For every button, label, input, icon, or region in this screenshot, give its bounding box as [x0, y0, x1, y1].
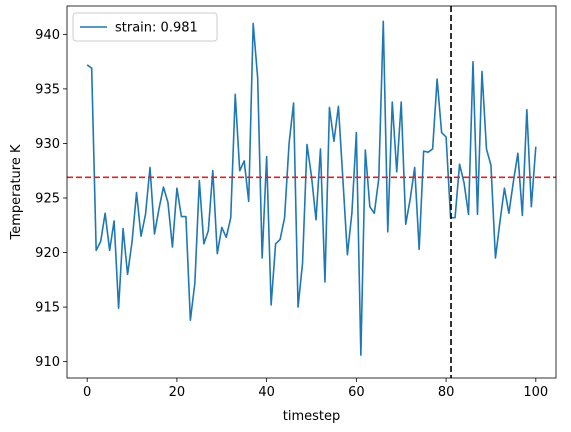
- legend-box: [72, 12, 218, 42]
- y-tick-label: 940: [35, 28, 60, 43]
- x-tick-label: 100: [523, 385, 548, 400]
- y-tick-label: 930: [35, 137, 60, 152]
- x-axis-ticks: 0 20 40 60 80 100: [83, 378, 548, 400]
- plot-frame: [66, 5, 557, 379]
- y-tick-label: 910: [35, 355, 60, 370]
- y-tick-label: 935: [35, 82, 60, 97]
- y-axis-label: Temperature K: [9, 144, 24, 240]
- x-tick-label: 20: [169, 385, 186, 400]
- reference-lines: [67, 6, 556, 378]
- series-layer: [86, 20, 537, 356]
- legend: strain: 0.981: [72, 12, 218, 42]
- x-tick-label: 80: [438, 385, 455, 400]
- x-tick-label: 40: [258, 385, 275, 400]
- x-axis-label: timestep: [283, 409, 341, 424]
- y-tick-label: 915: [35, 301, 60, 316]
- series-line-0: [86, 20, 537, 356]
- legend-label: strain: 0.981: [115, 21, 198, 36]
- y-tick-label: 920: [35, 246, 60, 261]
- x-tick-label: 0: [83, 385, 91, 400]
- y-axis-ticks: 910 915 920 925 930 935 940: [35, 28, 67, 370]
- y-tick-label: 925: [35, 192, 60, 207]
- x-tick-label: 60: [348, 385, 365, 400]
